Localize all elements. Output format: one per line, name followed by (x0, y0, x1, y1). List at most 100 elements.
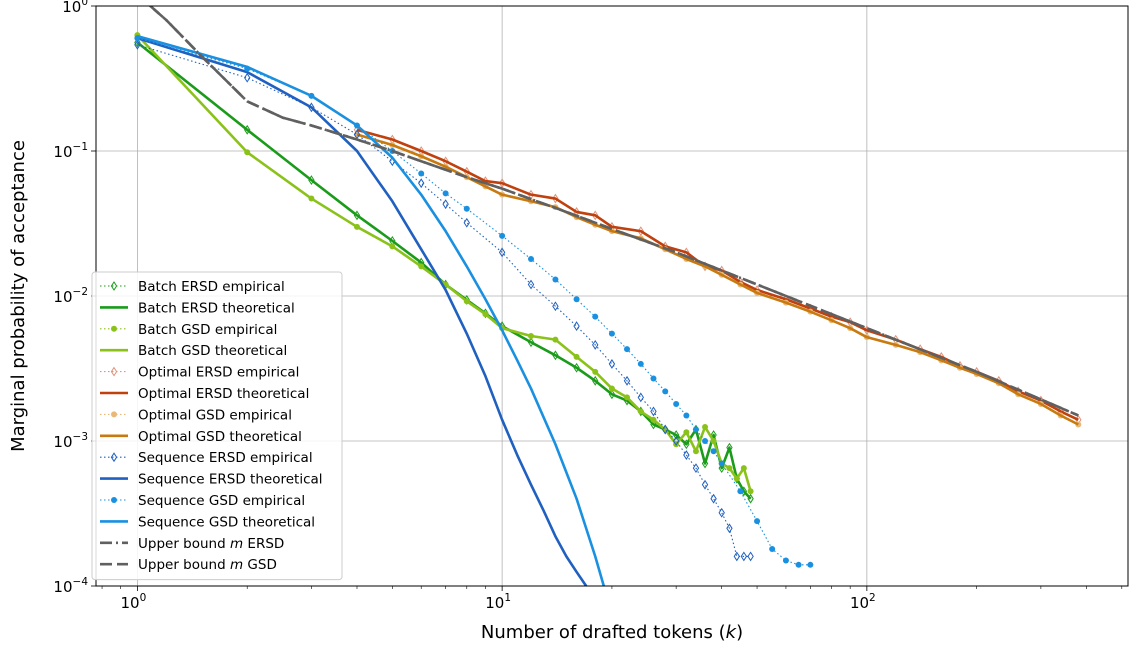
legend-label: Optimal ERSD empirical (138, 365, 299, 381)
data-point (726, 523, 733, 534)
legend-marker (110, 452, 118, 463)
data-point (650, 406, 657, 417)
data-point (134, 37, 141, 48)
data-point (672, 436, 680, 446)
data-point (499, 232, 506, 239)
data-point (624, 346, 631, 353)
legend-entry: Sequence ERSD empirical (100, 450, 313, 466)
legend-entry: Batch ERSD theoretical (100, 300, 295, 316)
series-sequence-ersd-empirical (134, 39, 754, 562)
y-tick-label: 10−4 (53, 576, 88, 596)
legend-marker (111, 325, 117, 332)
legend-marker (111, 411, 117, 418)
data-point (418, 170, 425, 177)
legend-marker (110, 366, 118, 377)
legend-label: Optimal GSD empirical (138, 407, 292, 423)
legend-label: Batch GSD theoretical (138, 343, 287, 359)
data-point (692, 463, 700, 474)
legend-entry: Optimal ERSD empirical (100, 365, 299, 381)
data-point (527, 279, 535, 290)
data-point (573, 296, 580, 303)
data-point (442, 199, 449, 210)
data-point (463, 217, 470, 228)
data-point (673, 400, 680, 407)
data-point (692, 426, 699, 433)
legend-label: Sequence ERSD empirical (138, 450, 313, 466)
data-point (702, 438, 709, 444)
data-point (418, 178, 425, 189)
series-line (137, 34, 606, 586)
data-point (662, 424, 669, 435)
data-point (528, 255, 535, 262)
data-point (710, 448, 717, 455)
legend-entry: Batch GSD theoretical (100, 343, 287, 359)
data-point (608, 330, 615, 337)
data-point (243, 72, 251, 83)
series-optimal-gsd-theoretical (356, 133, 1079, 426)
series-line (137, 37, 811, 566)
series-batch-gsd-theoretical (136, 34, 752, 492)
legend-label: Sequence ERSD theoretical (138, 472, 323, 488)
legend-label: Optimal GSD theoretical (138, 429, 302, 445)
y-tick-label: 10−3 (53, 431, 88, 451)
data-point (740, 551, 748, 562)
legend-label: Batch ERSD empirical (138, 279, 285, 295)
data-point (718, 507, 725, 518)
legend-label: Sequence GSD empirical (138, 493, 305, 509)
data-point (710, 493, 717, 504)
data-point (573, 321, 580, 332)
data-point (807, 561, 814, 568)
series-group (134, 6, 1082, 586)
data-point (463, 205, 470, 212)
y-tick-label: 10−2 (53, 286, 88, 306)
x-tick-label: 102 (850, 592, 876, 612)
data-point (737, 488, 744, 495)
series-sequence-gsd-theoretical (137, 34, 606, 586)
legend-entry: Upper bound m ERSD (100, 536, 284, 552)
y-tick-label: 100 (62, 0, 88, 16)
data-point (683, 450, 690, 460)
x-tick-label: 100 (121, 592, 147, 612)
data-point (592, 313, 599, 320)
data-point (769, 545, 776, 552)
data-point (442, 190, 449, 197)
data-point (754, 518, 761, 525)
data-point (795, 561, 802, 568)
legend-entry: Sequence ERSD theoretical (100, 472, 323, 488)
legend-entry: Optimal GSD theoretical (100, 429, 302, 445)
legend-entry: Optimal ERSD theoretical (100, 386, 309, 402)
legend-label: Sequence GSD theoretical (138, 514, 315, 530)
legend-marker (110, 281, 118, 291)
legend-label: Batch ERSD theoretical (138, 300, 295, 316)
legend-label: Upper bound m ERSD (138, 536, 284, 552)
data-point (662, 388, 669, 395)
data-point (733, 551, 741, 562)
data-point (623, 375, 631, 386)
x-axis-title: Number of drafted tokens (k) (481, 622, 743, 643)
data-point (592, 339, 599, 350)
series-upper-bound-m-gsd (148, 6, 1079, 417)
data-point (747, 551, 754, 562)
data-point (134, 39, 141, 50)
series-sequence-ersd-theoretical (137, 36, 588, 586)
legend: Batch ERSD empirical Batch ERSD theoretic… (91, 271, 343, 581)
series-line (148, 6, 1079, 417)
y-tick-label: 10−1 (53, 141, 88, 161)
legend-entry: Batch ERSD empirical (100, 279, 285, 295)
y-axis-title: Marginal probability of acceptance (8, 140, 29, 452)
data-point (782, 557, 789, 564)
data-point (498, 247, 506, 258)
series-line (356, 133, 1079, 426)
data-point (552, 276, 559, 283)
x-tick-label: 101 (485, 592, 511, 612)
legend-entry: Optimal GSD empirical (100, 407, 292, 423)
legend-entry: Upper bound m GSD (100, 557, 277, 573)
legend-entry: Sequence GSD empirical (100, 493, 305, 509)
legend-entry: Batch GSD empirical (100, 322, 277, 338)
data-point (683, 412, 690, 419)
series-line (137, 44, 751, 557)
data-point (701, 479, 709, 490)
data-point (637, 392, 644, 403)
series-line (137, 36, 588, 586)
